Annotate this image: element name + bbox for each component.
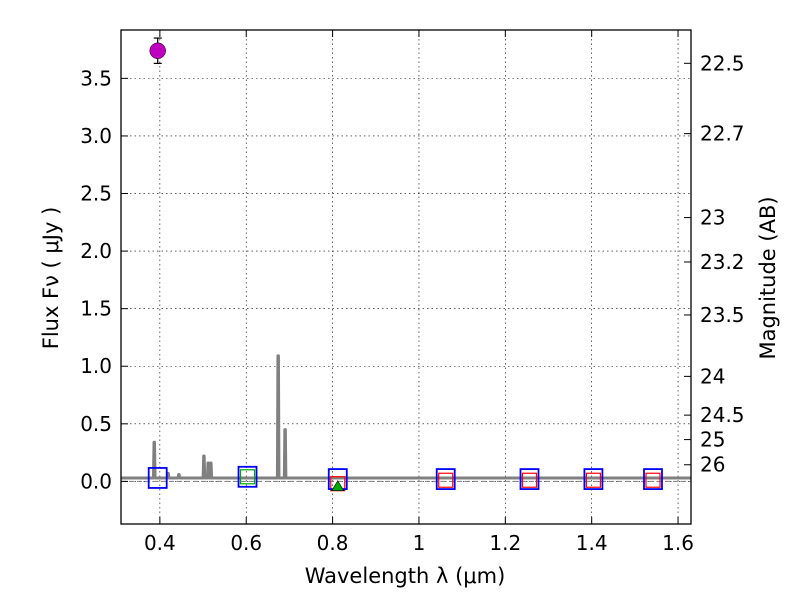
x-tick-label: 1.6 (662, 531, 694, 555)
x-tick-label: 0.8 (317, 531, 349, 555)
x-tick-label: 1 (413, 531, 426, 555)
y-axis-title: Flux Fν ( μJy ) (39, 207, 63, 350)
y-tick-label: 1.0 (80, 354, 112, 378)
tick-layer: 0.4 0.6 0.8 1 1.2 1.4 1.6 0.0 0.5 1.0 1.5 2.0 2.5 3.0… (80, 30, 745, 555)
magnitude-tick-label: 24.5 (700, 403, 745, 427)
x-axis-title: Wavelength λ (μm) (305, 564, 506, 588)
magnitude-tick-label: 26 (700, 453, 725, 477)
spectrum-line (121, 354, 691, 480)
grid-layer (121, 30, 691, 524)
model-band-square (643, 468, 663, 490)
magnitude-tick-label: 23 (700, 206, 725, 230)
magnitude-axis-title: Magnitude (AB) (756, 196, 780, 359)
magnitude-tick-label: 24 (700, 364, 725, 388)
magnitude-tick-label: 22.5 (700, 51, 745, 75)
y-tick-label: 2.0 (80, 239, 112, 263)
observed-limit-square (521, 472, 538, 488)
magnitude-tick-label: 23.2 (700, 250, 745, 274)
model-band-square (519, 468, 540, 490)
model-band-square (583, 468, 604, 490)
y-tick-label: 2.5 (80, 182, 112, 206)
magnitude-tick-label: 22.7 (700, 122, 745, 146)
detection-point (149, 42, 166, 59)
series-layer (121, 37, 691, 492)
observed-limit-square (239, 469, 256, 485)
model-band-square (435, 468, 456, 490)
y-tick-label: 3.5 (80, 66, 112, 90)
magnitude-tick-label: 23.5 (700, 303, 745, 327)
observed-limit-square (645, 472, 661, 488)
y-tick-label: 3.0 (80, 124, 112, 148)
observed-limit-square (438, 472, 454, 488)
green-triangle-marker (331, 480, 345, 491)
model-band-square (237, 465, 258, 488)
y-tick-label: 1.5 (80, 297, 112, 321)
x-tick-label: 1.4 (576, 531, 608, 555)
observed-limit-square (585, 472, 602, 488)
model-band-square (147, 467, 168, 489)
x-tick-label: 1.2 (489, 531, 521, 555)
x-tick-label: 0.4 (144, 531, 176, 555)
y-tick-label: 0.5 (80, 412, 112, 436)
y-tick-label: 0.0 (80, 469, 112, 493)
x-tick-label: 0.6 (230, 531, 262, 555)
plot-frame (120, 29, 692, 525)
magnitude-tick-label: 25 (700, 428, 725, 452)
